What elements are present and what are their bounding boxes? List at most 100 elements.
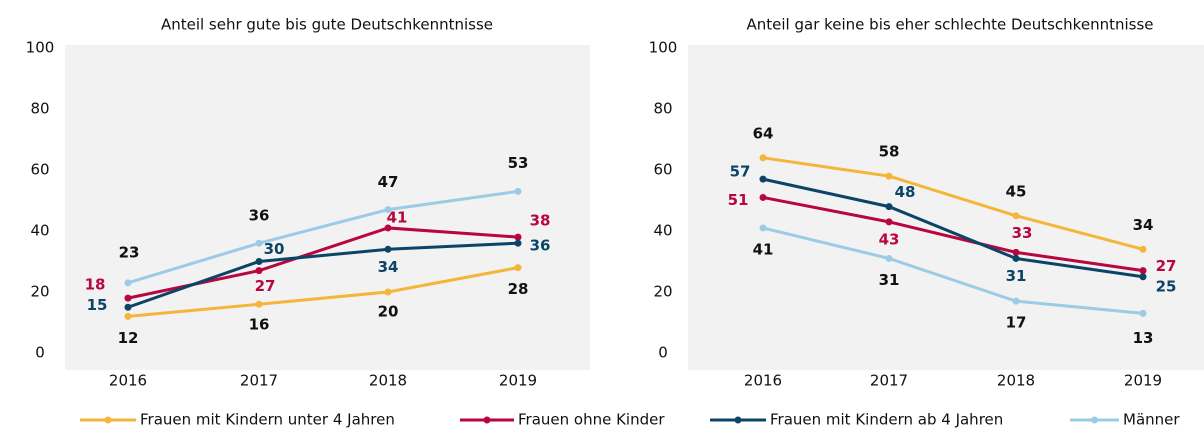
point [759,154,767,162]
point [124,303,132,311]
data-label: 27 [255,277,276,295]
data-label: 58 [879,143,900,161]
data-label: 34 [1133,216,1154,234]
data-label: 51 [728,191,749,209]
plot-area [65,45,590,370]
line [762,156,1144,251]
legend-marker [734,416,742,424]
data-label: 45 [1006,182,1027,200]
line [762,226,1144,315]
line [762,177,1144,279]
point [759,175,767,183]
point [1012,212,1020,220]
data-label: 33 [1012,224,1033,242]
data-label: 38 [530,212,551,230]
x-tick-label: 2016 [744,372,782,390]
point [885,254,893,262]
data-label: 20 [378,303,399,321]
point [514,187,522,195]
data-label: 53 [508,154,529,172]
data-label: 27 [1156,257,1177,275]
point [514,239,522,247]
point [514,233,522,241]
data-label: 36 [530,237,551,255]
y-tick-label: 20 [30,283,49,301]
data-label: 57 [730,163,751,181]
plot-area [688,45,1204,370]
point [1139,267,1147,275]
point [255,267,263,275]
point [1012,297,1020,305]
point [384,206,392,214]
point [384,224,392,232]
data-label: 64 [753,124,774,142]
data-label: 15 [87,296,108,314]
x-tick-label: 2016 [109,372,147,390]
legend-label: Frauen mit Kindern ab 4 Jahren [770,411,1003,429]
point [384,288,392,296]
point [1012,248,1020,256]
point [1012,254,1020,262]
point [255,258,263,265]
data-label: 16 [249,316,270,334]
legend-marker [483,416,491,424]
point [1139,245,1147,253]
point [384,245,392,253]
data-label: 17 [1006,314,1027,332]
line [762,195,1144,273]
data-label: 34 [378,258,399,276]
point [759,224,767,232]
point [885,172,893,180]
line [127,189,519,285]
x-tick-label: 2018 [369,372,407,390]
point [885,218,893,226]
y-tick-label: 60 [30,161,49,179]
x-tick-label: 2019 [499,372,537,390]
y-tick-label: 60 [653,161,672,179]
y-tick-label: 0 [658,344,668,362]
y-tick-label: 40 [653,222,672,240]
point [255,300,263,308]
point [759,193,767,201]
y-tick-label: 40 [30,222,49,240]
y-tick-label: 100 [649,39,678,57]
point [255,239,263,247]
data-label: 41 [753,240,774,258]
point [124,279,132,287]
x-tick-label: 2019 [1124,372,1162,390]
point [124,294,132,302]
data-label: 31 [1006,267,1027,285]
chart-title: Anteil gar keine bis eher schlechte Deut… [747,16,1154,34]
data-label: 23 [119,243,140,261]
data-label: 18 [85,276,106,294]
data-label: 41 [387,208,408,226]
legend-label: Frauen ohne Kinder [518,411,665,429]
data-label: 31 [879,271,900,289]
y-tick-label: 0 [35,344,45,362]
point [1139,309,1147,317]
x-tick-label: 2017 [240,372,278,390]
data-label: 36 [249,207,270,225]
legend-marker [1091,416,1098,424]
legend-label: Frauen mit Kindern unter 4 Jahren [140,411,395,429]
y-tick-label: 80 [653,100,672,118]
legend-label: Männer [1123,411,1180,429]
chart-title: Anteil sehr gute bis gute Deutschkenntni… [161,16,493,34]
line [127,241,519,309]
legend-marker [104,416,112,424]
data-label: 13 [1133,329,1154,347]
point [885,203,893,211]
y-tick-label: 100 [26,39,55,57]
point [124,312,132,320]
point [514,264,522,272]
data-label: 30 [264,240,285,258]
data-label: 48 [895,183,916,201]
data-label: 25 [1156,277,1177,295]
line [127,266,519,318]
data-label: 28 [508,280,529,298]
data-label: 47 [378,173,399,191]
x-tick-label: 2017 [870,372,908,390]
data-label: 43 [879,230,900,248]
x-tick-label: 2018 [997,372,1035,390]
